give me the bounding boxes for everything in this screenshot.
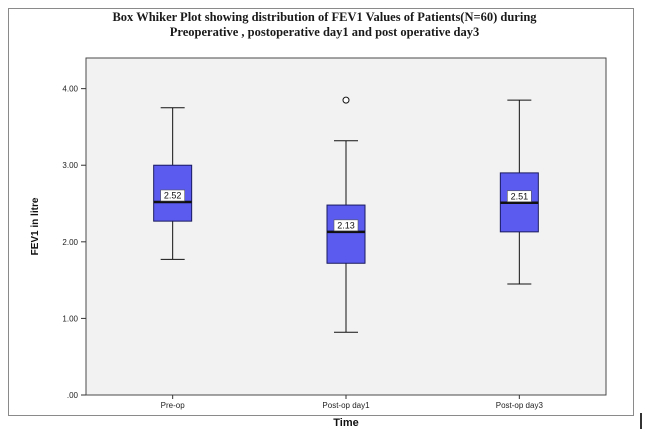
x-tick-label: Post-op day3 (496, 401, 544, 410)
y-tick-label: 1.00 (62, 314, 78, 323)
x-tick-label: Pre-op (161, 401, 186, 410)
median-label-box (507, 190, 532, 203)
y-tick-label: 4.00 (62, 85, 78, 94)
page-edge-mark (640, 413, 642, 429)
iqr-box (326, 204, 366, 264)
y-tick-label: 3.00 (62, 161, 78, 170)
y-tick-label: 2.00 (62, 238, 78, 247)
chart-title-line-2: Preoperative , postoperative day1 and po… (169, 25, 480, 39)
median-label-box (333, 219, 359, 232)
chart-title: Box Whiker Plot showing distribution of … (0, 10, 649, 40)
median-label-box (160, 189, 185, 202)
x-tick-label: Post-op day1 (322, 401, 370, 410)
outlier-point (342, 96, 350, 104)
median-label: 2.13 (337, 220, 355, 230)
y-tick-label: .00 (67, 391, 79, 400)
median-label: 2.52 (164, 190, 182, 200)
median-label: 2.51 (511, 191, 529, 201)
x-axis-title: Time (333, 417, 358, 429)
y-axis-title: FEV1 in litre (30, 197, 41, 255)
chart-title-line-1: Box Whiker Plot showing distribution of … (112, 10, 537, 24)
